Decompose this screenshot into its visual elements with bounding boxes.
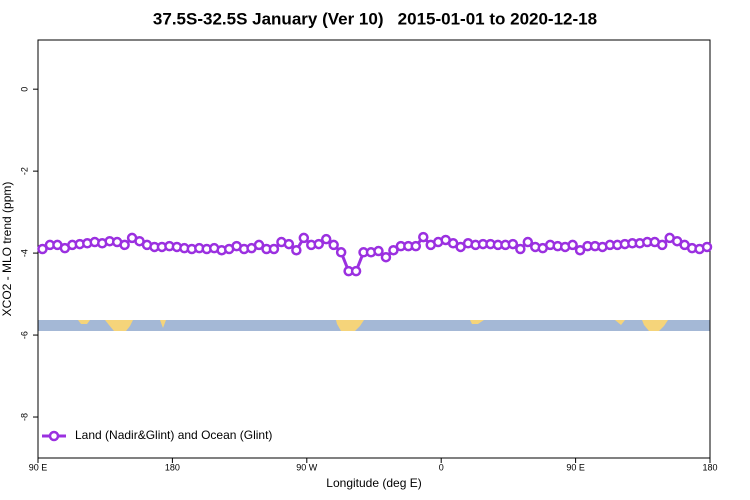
point xyxy=(253,239,265,251)
point xyxy=(567,239,578,251)
y-tick-label: -6 xyxy=(19,331,29,339)
y-tick-label: -4 xyxy=(19,249,29,257)
x-tick-label: 90 E xyxy=(566,462,585,472)
chart-title: 37.5S-32.5S January (Ver 10) 2015-01-01 … xyxy=(153,9,597,28)
point xyxy=(291,244,302,256)
point xyxy=(350,265,362,277)
point xyxy=(328,239,339,251)
x-tick-label: 180 xyxy=(702,462,717,472)
y-tick-label: 0 xyxy=(19,87,29,92)
x-tick-label: 90 E xyxy=(29,462,48,472)
point xyxy=(298,232,310,244)
y-tick-label: -2 xyxy=(19,167,29,175)
land-ocean-map xyxy=(38,320,710,331)
x-tick-label: 90 W xyxy=(296,462,318,472)
legend-label: Land (Nadir&Glint) and Ocean (Glint) xyxy=(75,428,272,442)
point xyxy=(283,238,295,250)
point xyxy=(320,233,332,245)
point xyxy=(388,244,399,256)
point xyxy=(522,236,534,248)
point xyxy=(515,243,526,255)
point xyxy=(119,239,130,251)
y-tick-label: -8 xyxy=(19,413,29,421)
legend: Land (Nadir&Glint) and Ocean (Glint) xyxy=(42,428,272,442)
point xyxy=(335,247,347,258)
point xyxy=(313,238,324,250)
point xyxy=(37,243,48,255)
point xyxy=(507,238,519,250)
point xyxy=(418,231,429,243)
point xyxy=(373,245,384,257)
legend-marker xyxy=(48,430,60,442)
x-axis-label: Longitude (deg E) xyxy=(326,476,421,490)
x-tick-label: 0 xyxy=(439,462,444,472)
point xyxy=(574,244,586,256)
y-axis-label: XCO2 - MLO trend (ppm) xyxy=(0,182,14,317)
point xyxy=(410,240,422,252)
point xyxy=(701,241,713,253)
point xyxy=(268,243,280,255)
point xyxy=(380,251,392,263)
x-tick-label: 180 xyxy=(165,462,180,472)
point xyxy=(656,239,668,251)
